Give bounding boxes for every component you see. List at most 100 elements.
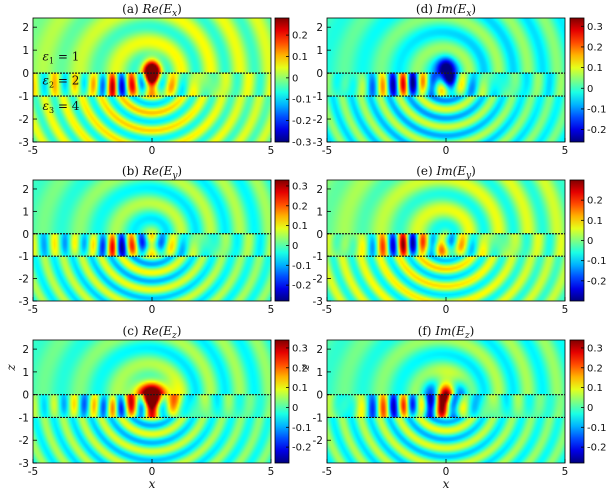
- colorbar-tick-label: -0.1: [292, 423, 312, 434]
- colorbar-tick-label: -0.2: [587, 443, 607, 454]
- colorbar-tick-label: 0.2: [292, 363, 308, 374]
- colorbar-tick-label: -0.1: [587, 256, 607, 267]
- colorbar-tick-label: 0.1: [587, 383, 603, 394]
- panel-b: -5 0 5 2 1 0 -1 -2 -3 (b) Re(Ey) 0.3 0.2 0.1 0 -0.1 -0.…: [19, 164, 312, 316]
- panel-a: -5 0 5 2 1 0 -1 -2 -3 (a) Re(Ex) ε1 = 1 ε2 = 2 ε3 = …: [19, 2, 312, 157]
- y-tick-label: -2: [313, 114, 323, 126]
- colorbar-tick-label: 0: [587, 403, 593, 414]
- colorbar-tick-label: 0.1: [292, 221, 308, 232]
- colorbar-tick-label: -0.1: [292, 261, 312, 272]
- x-tick-label: 5: [562, 466, 569, 478]
- y-tick-label: -1: [19, 412, 29, 424]
- x-tick-label: -5: [322, 145, 332, 157]
- panel-f: -5 0 5 2 1 0 -1 -2 (f) Im(Ez) x z 0.3 0.2 0.1 0 -0.1 -0.…: [298, 324, 607, 491]
- heatmap-image: [327, 180, 565, 301]
- y-tick-label: 2: [22, 184, 29, 196]
- colorbar: [274, 179, 290, 302]
- colorbar-tick-label: 0: [587, 236, 593, 247]
- heatmap-image: [327, 18, 565, 142]
- y-tick-label: 1: [22, 367, 29, 379]
- x-tick-label: -5: [28, 304, 38, 316]
- y-tick-label: -2: [19, 274, 29, 286]
- panel-title: (b) Re(Ey): [122, 164, 182, 181]
- colorbar: [274, 17, 290, 143]
- colorbar-tick-label: 0.1: [292, 52, 308, 63]
- y-tick-label: 2: [316, 22, 323, 34]
- colorbar-tick-label: 0.2: [292, 201, 308, 212]
- colorbar-tick-label: 0.2: [292, 31, 308, 42]
- x-tick-label: -5: [28, 466, 38, 478]
- x-tick-label: 5: [268, 304, 275, 316]
- colorbar-tick-label: 0.1: [292, 383, 308, 394]
- y-tick-label: 0: [316, 229, 323, 241]
- y-tick-label: 0: [22, 390, 29, 402]
- x-tick-label: 5: [268, 145, 275, 157]
- y-tick-label: 2: [316, 184, 323, 196]
- y-tick-label: -3: [19, 296, 29, 308]
- y-tick-label: 1: [22, 45, 29, 57]
- y-tick-label: 2: [22, 22, 29, 34]
- x-tick-label: 0: [443, 304, 450, 316]
- y-axis-label: z: [298, 364, 312, 372]
- colorbar-tick-label: -0.2: [587, 276, 607, 287]
- x-tick-label: -5: [322, 466, 332, 478]
- panel-title: (d) Im(Ex): [416, 2, 476, 19]
- y-tick-label: 2: [22, 344, 29, 356]
- y-tick-label: 1: [316, 206, 323, 218]
- x-tick-label: -5: [28, 145, 38, 157]
- colorbar-tick-label: -0.2: [292, 443, 312, 454]
- colorbar-tick-label: -0.1: [587, 423, 607, 434]
- colorbar-tick-label: 0.1: [587, 216, 603, 227]
- colorbar-tick-label: -0.1: [292, 95, 312, 106]
- y-tick-label: -1: [19, 251, 29, 263]
- x-tick-label: 0: [149, 466, 156, 478]
- panel-title: (f) Im(Ez): [418, 324, 475, 341]
- colorbar-tick-label: -0.2: [292, 116, 312, 127]
- colorbar-tick-label: 0.2: [587, 42, 603, 53]
- x-tick-label: 0: [149, 304, 156, 316]
- y-tick-label: -2: [313, 435, 323, 447]
- panel-c: -5 0 5 2 1 0 -1 -2 -3 (c) Re(Ez) x z 0.3 0.2 0.1 0 -0.1 -…: [4, 324, 312, 491]
- colorbar-tick-label: 0.2: [587, 363, 603, 374]
- colorbar-tick-label: 0.2: [587, 196, 603, 207]
- y-tick-label: -3: [313, 137, 323, 149]
- colorbar-tick-label: -0.3: [292, 138, 312, 149]
- y-axis-label: z: [4, 364, 18, 372]
- y-tick-label: -3: [19, 137, 29, 149]
- heatmap-image: [33, 340, 271, 463]
- heatmap-image: [33, 180, 271, 301]
- x-tick-label: 5: [562, 304, 569, 316]
- y-tick-label: 0: [316, 390, 323, 402]
- colorbar-tick-label: 0.3: [587, 343, 603, 354]
- x-tick-label: 0: [443, 466, 450, 478]
- x-axis-label: x: [443, 477, 450, 491]
- y-tick-label: -1: [313, 91, 323, 103]
- colorbar: [274, 339, 290, 464]
- y-tick-label: 1: [316, 45, 323, 57]
- colorbar-tick-label: 0: [292, 241, 298, 252]
- y-tick-label: 0: [22, 229, 29, 241]
- colorbar-tick-label: 0: [587, 84, 593, 95]
- y-tick-label: 1: [22, 206, 29, 218]
- y-tick-label: -1: [313, 412, 323, 424]
- x-tick-label: 5: [562, 145, 569, 157]
- x-tick-label: -5: [322, 304, 332, 316]
- y-tick-label: -2: [19, 114, 29, 126]
- colorbar-tick-label: -0.1: [587, 104, 607, 115]
- x-axis-label: x: [149, 477, 156, 491]
- colorbar-tick-label: 0.3: [587, 22, 603, 33]
- y-tick-label: -1: [19, 91, 29, 103]
- region-label: ε2 = 2: [43, 74, 80, 90]
- region-label: ε3 = 4: [43, 99, 80, 115]
- x-tick-label: 5: [268, 466, 275, 478]
- panel-title: (e) Im(Ey): [416, 164, 476, 181]
- colorbar: [569, 17, 585, 143]
- colorbar-tick-label: -0.2: [292, 281, 312, 292]
- y-tick-label: 0: [316, 68, 323, 80]
- y-tick-label: 1: [316, 367, 323, 379]
- y-tick-label: -2: [313, 274, 323, 286]
- panel-title: (c) Re(Ez): [123, 324, 182, 341]
- x-tick-label: 0: [149, 145, 156, 157]
- colorbar-tick-label: 0: [292, 403, 298, 414]
